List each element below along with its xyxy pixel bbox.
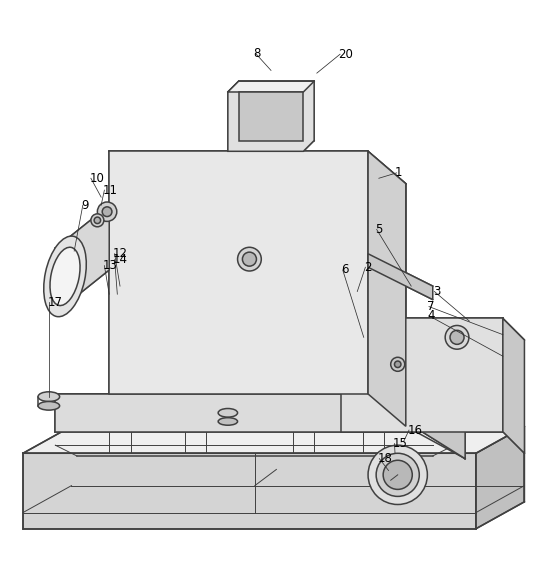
- Polygon shape: [368, 254, 433, 300]
- Ellipse shape: [38, 392, 60, 402]
- Text: 5: 5: [375, 223, 383, 236]
- Circle shape: [237, 247, 261, 271]
- Polygon shape: [422, 394, 465, 459]
- Text: 6: 6: [341, 264, 349, 276]
- Text: 15: 15: [393, 437, 408, 450]
- Circle shape: [395, 361, 401, 367]
- Circle shape: [94, 217, 101, 223]
- Text: 12: 12: [113, 247, 128, 260]
- Polygon shape: [55, 394, 465, 421]
- Polygon shape: [341, 318, 525, 340]
- Ellipse shape: [218, 409, 237, 417]
- Circle shape: [98, 202, 117, 222]
- Circle shape: [368, 445, 428, 504]
- Text: 7: 7: [428, 300, 435, 313]
- Circle shape: [102, 207, 112, 216]
- Circle shape: [445, 325, 469, 349]
- Text: 9: 9: [81, 199, 89, 212]
- Polygon shape: [23, 426, 525, 453]
- Text: 3: 3: [433, 285, 440, 298]
- Circle shape: [391, 357, 405, 371]
- Polygon shape: [23, 453, 476, 529]
- Text: 10: 10: [89, 172, 104, 185]
- Ellipse shape: [38, 402, 60, 410]
- Ellipse shape: [218, 417, 237, 425]
- Polygon shape: [238, 92, 304, 141]
- Polygon shape: [228, 81, 314, 92]
- Text: 4: 4: [428, 309, 435, 322]
- Text: 20: 20: [338, 48, 353, 61]
- Polygon shape: [228, 81, 314, 152]
- Circle shape: [242, 252, 256, 266]
- Polygon shape: [368, 152, 406, 426]
- Text: 17: 17: [47, 296, 62, 309]
- Polygon shape: [503, 318, 525, 453]
- Circle shape: [450, 331, 464, 345]
- Text: 16: 16: [408, 424, 422, 437]
- Polygon shape: [341, 318, 503, 431]
- Ellipse shape: [44, 236, 86, 317]
- Text: 2: 2: [364, 261, 371, 274]
- Text: 13: 13: [103, 259, 118, 272]
- Text: 1: 1: [395, 166, 403, 180]
- Polygon shape: [55, 394, 422, 431]
- Polygon shape: [109, 152, 368, 394]
- Text: 14: 14: [113, 253, 128, 266]
- Polygon shape: [109, 152, 406, 184]
- Text: 11: 11: [103, 184, 118, 196]
- Text: 18: 18: [378, 452, 392, 465]
- Text: 8: 8: [254, 47, 261, 59]
- Circle shape: [383, 460, 412, 489]
- Polygon shape: [55, 205, 109, 313]
- Circle shape: [376, 453, 420, 496]
- Circle shape: [91, 214, 104, 227]
- Ellipse shape: [50, 247, 80, 305]
- Polygon shape: [476, 426, 525, 529]
